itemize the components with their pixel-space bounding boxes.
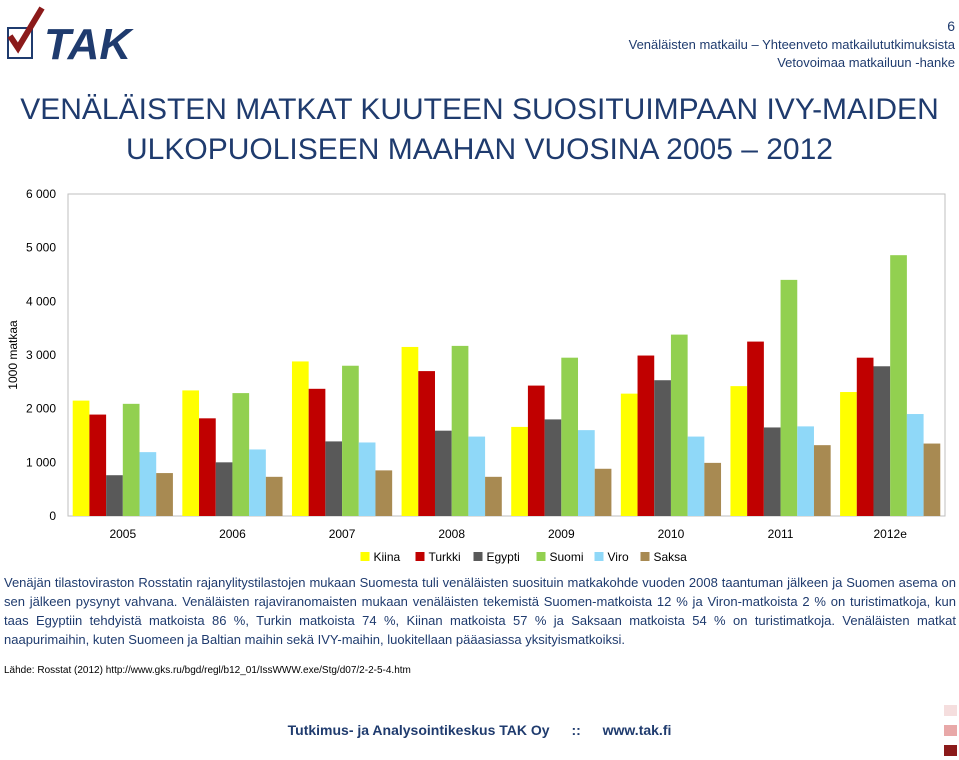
bar-saksa-2007	[375, 470, 393, 516]
bar-egypti-2008	[434, 430, 452, 516]
page-title: VENÄLÄISTEN MATKAT KUUTEEN SUOSITUIMPAAN…	[0, 90, 959, 170]
legend-label-viro: Viro	[608, 550, 629, 564]
bar-suomi-2009	[561, 357, 579, 516]
x-tick-label: 2010	[658, 527, 685, 541]
legend-label-egypti: Egypti	[487, 550, 520, 564]
bar-egypti-2006	[215, 462, 233, 516]
bar-saksa-2006	[265, 476, 283, 516]
bar-turkki-2009	[527, 385, 545, 516]
bar-turkki-2010	[637, 355, 655, 516]
bar-kiina-2007	[291, 361, 309, 516]
bar-suomi-2012e	[890, 255, 907, 516]
legend-swatch-egypti	[473, 552, 483, 561]
legend-swatch-turkki	[415, 552, 425, 561]
bar-turkki-2005	[89, 414, 107, 516]
footer-org: Tutkimus- ja Analysointikeskus TAK Oy	[287, 722, 550, 738]
legend-swatch-saksa	[640, 552, 650, 561]
bar-saksa-2009	[594, 468, 612, 516]
x-tick-label: 2005	[109, 527, 136, 541]
bar-suomi-2008	[451, 345, 469, 516]
logo-checkmark	[7, 6, 45, 54]
bar-kiina-2008	[401, 346, 419, 516]
legend-swatch-suomi	[536, 552, 546, 561]
bar-viro-2008	[468, 436, 486, 516]
bar-turkki-2007	[308, 388, 326, 516]
y-tick-label: 6 000	[26, 187, 56, 201]
decor-square-dark	[944, 745, 957, 756]
footer-separator: ::	[571, 722, 581, 738]
bar-suomi-2010	[670, 334, 688, 516]
legend-label-suomi: Suomi	[550, 550, 584, 564]
bar-viro-2010	[687, 436, 705, 516]
y-tick-label: 3 000	[26, 348, 56, 362]
bar-turkki-2011	[747, 341, 764, 516]
x-tick-label: 2011	[768, 527, 794, 541]
bar-kiina-2005	[72, 400, 90, 516]
bar-suomi-2005	[122, 403, 140, 516]
bar-viro-2011	[797, 426, 814, 516]
bar-suomi-2006	[232, 393, 250, 516]
x-tick-label: 2008	[438, 527, 465, 541]
tak-logo: TAK	[7, 6, 134, 62]
bar-egypti-2005	[106, 475, 123, 516]
bar-turkki-2008	[418, 371, 435, 516]
bar-viro-2007	[358, 442, 376, 516]
y-tick-label: 0	[49, 509, 56, 523]
logo-text: TAK	[44, 20, 134, 62]
bar-saksa-2011	[813, 445, 831, 516]
y-tick-label: 2 000	[26, 402, 56, 416]
y-axis-label: 1000 matkaa	[6, 320, 20, 390]
bar-egypti-2012e	[873, 366, 891, 516]
x-tick-label: 2009	[548, 527, 575, 541]
bar-kiina-2006	[182, 390, 200, 516]
footer-url[interactable]: www.tak.fi	[602, 722, 672, 738]
x-tick-label: 2007	[329, 527, 356, 541]
bar-egypti-2007	[325, 441, 343, 516]
bar-kiina-2010	[620, 393, 638, 516]
y-tick-label: 1 000	[26, 455, 56, 469]
title-line-2: ULKOPUOLISEEN MAAHAN VUOSINA 2005 – 2012	[126, 133, 833, 166]
x-tick-label: 2006	[219, 527, 246, 541]
bar-turkki-2012e	[856, 357, 874, 516]
legend-swatch-viro	[594, 552, 604, 561]
legend-swatch-kiina	[360, 552, 370, 561]
bar-suomi-2007	[342, 365, 359, 516]
bar-saksa-2010	[704, 462, 722, 516]
y-tick-label: 4 000	[26, 294, 56, 308]
body-paragraph: Venäjän tilastoviraston Rosstatin rajany…	[4, 575, 956, 647]
x-tick-label: 2012e	[874, 527, 908, 541]
title-line-1: VENÄLÄISTEN MATKAT KUUTEEN SUOSITUIMPAAN…	[20, 93, 939, 126]
legend-label-turkki: Turkki	[429, 550, 461, 564]
bar-suomi-2011	[780, 279, 798, 516]
y-tick-label: 5 000	[26, 241, 56, 255]
footer: Tutkimus- ja Analysointikeskus TAK Oy ::…	[0, 722, 959, 738]
bar-viro-2006	[249, 449, 266, 516]
decor-square-mid	[944, 725, 957, 736]
bar-kiina-2012e	[840, 392, 857, 516]
bar-kiina-2009	[511, 426, 528, 516]
bar-chart: 0 1 000 2 000 3 000 4 000 5 000 6 000 1000 matk…	[6, 187, 946, 564]
bar-egypti-2011	[763, 427, 781, 516]
header-line-1: Venäläisten matkailu – Yhteenveto matkai…	[628, 37, 955, 52]
legend-label-kiina: Kiina	[374, 550, 401, 564]
header-line-2: Vetovoimaa matkailuun -hanke	[777, 55, 955, 70]
source-line: Lähde: Rosstat (2012) http://www.gks.ru/…	[4, 665, 411, 676]
legend-label-saksa: Saksa	[654, 550, 688, 564]
bar-saksa-2008	[485, 476, 502, 516]
page-number: 6	[947, 18, 955, 34]
bar-viro-2009	[578, 430, 595, 516]
plot-area	[67, 193, 946, 517]
bar-saksa-2005	[156, 473, 173, 516]
decor-square-light	[944, 705, 957, 716]
bar-viro-2005	[139, 452, 157, 516]
bar-egypti-2009	[544, 419, 562, 516]
bar-egypti-2010	[654, 380, 671, 516]
bar-turkki-2006	[199, 418, 216, 516]
bar-kiina-2011	[730, 386, 748, 516]
bar-saksa-2012e	[923, 443, 941, 516]
bar-viro-2012e	[906, 414, 924, 516]
